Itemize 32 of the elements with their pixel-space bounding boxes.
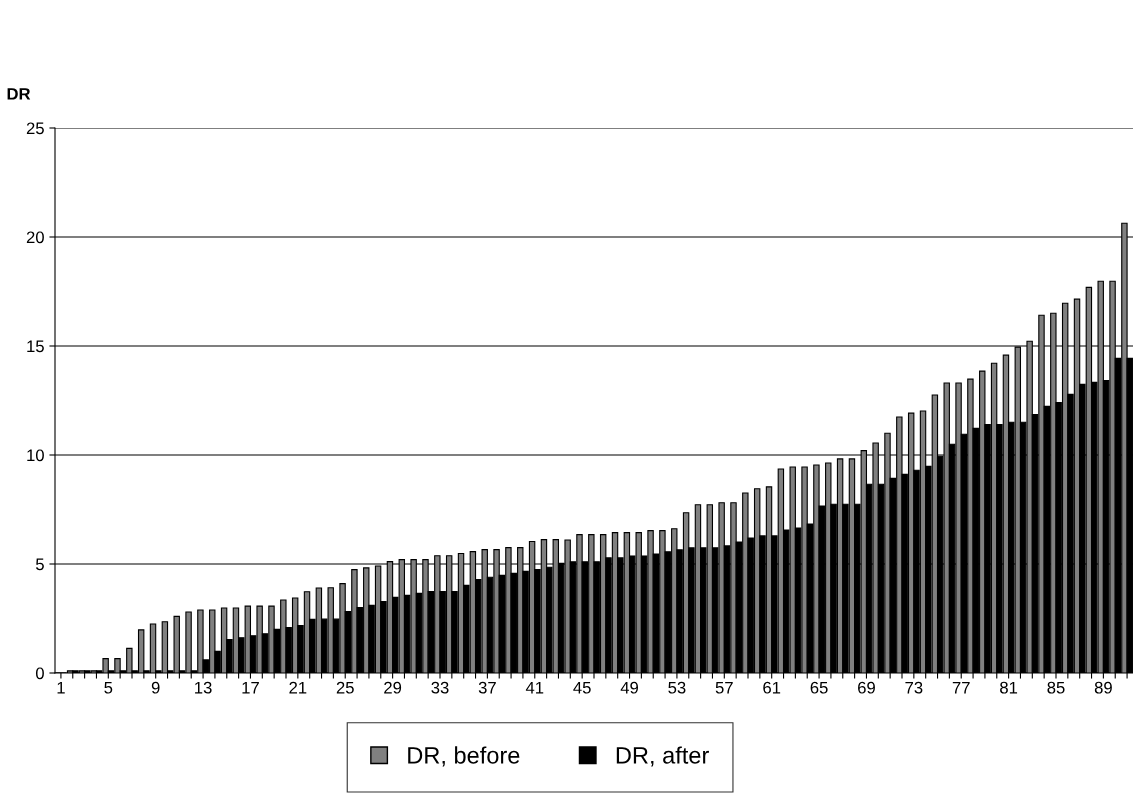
x-tick-label: 85 bbox=[1047, 681, 1065, 694]
y-tick-label: 0 bbox=[35, 667, 44, 680]
x-tick-label: 41 bbox=[525, 681, 544, 694]
x-tick-label: 65 bbox=[810, 681, 828, 694]
x-tick-label: 5 bbox=[104, 681, 113, 694]
x-tick-label: 73 bbox=[905, 681, 923, 694]
x-tick-label: 13 bbox=[195, 681, 212, 694]
x-tick-label: 81 bbox=[1000, 681, 1018, 694]
x-tick-label: 45 bbox=[573, 681, 591, 694]
x-tick-label: 49 bbox=[620, 681, 639, 694]
x-tick-label: 21 bbox=[289, 681, 307, 694]
y-axis-title: DR bbox=[7, 88, 31, 100]
x-tick-label: 17 bbox=[242, 681, 259, 694]
x-tick-label: 9 bbox=[151, 681, 160, 694]
y-tick-label: 15 bbox=[27, 340, 44, 353]
x-tick-label: 33 bbox=[431, 681, 449, 694]
x-tick-label: 57 bbox=[715, 681, 733, 694]
x-tick-label: 1 bbox=[57, 681, 65, 694]
x-tick-label: 77 bbox=[952, 681, 970, 694]
x-tick-label: 37 bbox=[478, 681, 496, 694]
x-tick-label: 25 bbox=[336, 681, 354, 694]
y-tick-label: 10 bbox=[27, 449, 44, 462]
x-tick-label: 53 bbox=[668, 681, 686, 694]
legend-label: DR, before bbox=[408, 746, 520, 767]
y-tick-label: 20 bbox=[26, 231, 44, 244]
x-tick-label: 29 bbox=[384, 681, 402, 694]
y-tick-label: 5 bbox=[35, 558, 44, 571]
y-tick-label: 25 bbox=[26, 122, 44, 135]
x-tick-label: 69 bbox=[858, 681, 875, 694]
x-tick-label: 89 bbox=[1094, 681, 1112, 694]
x-tick-label: 61 bbox=[763, 681, 781, 694]
legend-label: DR, after bbox=[616, 746, 709, 767]
